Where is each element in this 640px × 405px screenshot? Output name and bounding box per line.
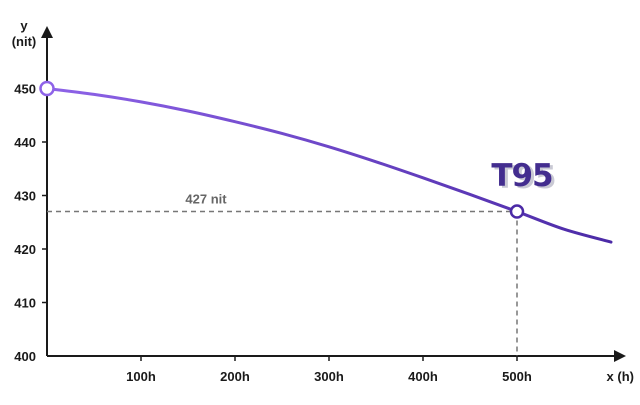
t95-label-shadow: T95 (494, 160, 555, 196)
y-axis-label: y (20, 18, 28, 33)
x-tick-label: 300h (314, 369, 344, 384)
value-annotation: 427 nit (185, 192, 227, 207)
x-axis-label: x (h) (607, 369, 634, 384)
y-tick-label: 430 (14, 189, 36, 204)
start-point-marker (39, 80, 55, 97)
y-axis-unit-label: (nit) (12, 34, 37, 49)
t95-point-marker (509, 204, 525, 219)
y-tick-label: 410 (14, 296, 36, 311)
x-tick-label: 400h (408, 369, 438, 384)
y-tick-label: 420 (14, 242, 36, 257)
x-ticks: 100h 200h 300h 400h 500h (126, 356, 532, 384)
y-tick-label: 450 (14, 82, 36, 97)
x-tick-label: 100h (126, 369, 156, 384)
x-tick-label: 200h (220, 369, 250, 384)
y-tick-label: 440 (14, 135, 36, 150)
y-tick-label: 400 (14, 349, 36, 364)
x-tick-label: 500h (502, 369, 532, 384)
t95-label: T95 (491, 158, 552, 194)
y-ticks: 400 410 420 430 440 450 (14, 82, 47, 364)
